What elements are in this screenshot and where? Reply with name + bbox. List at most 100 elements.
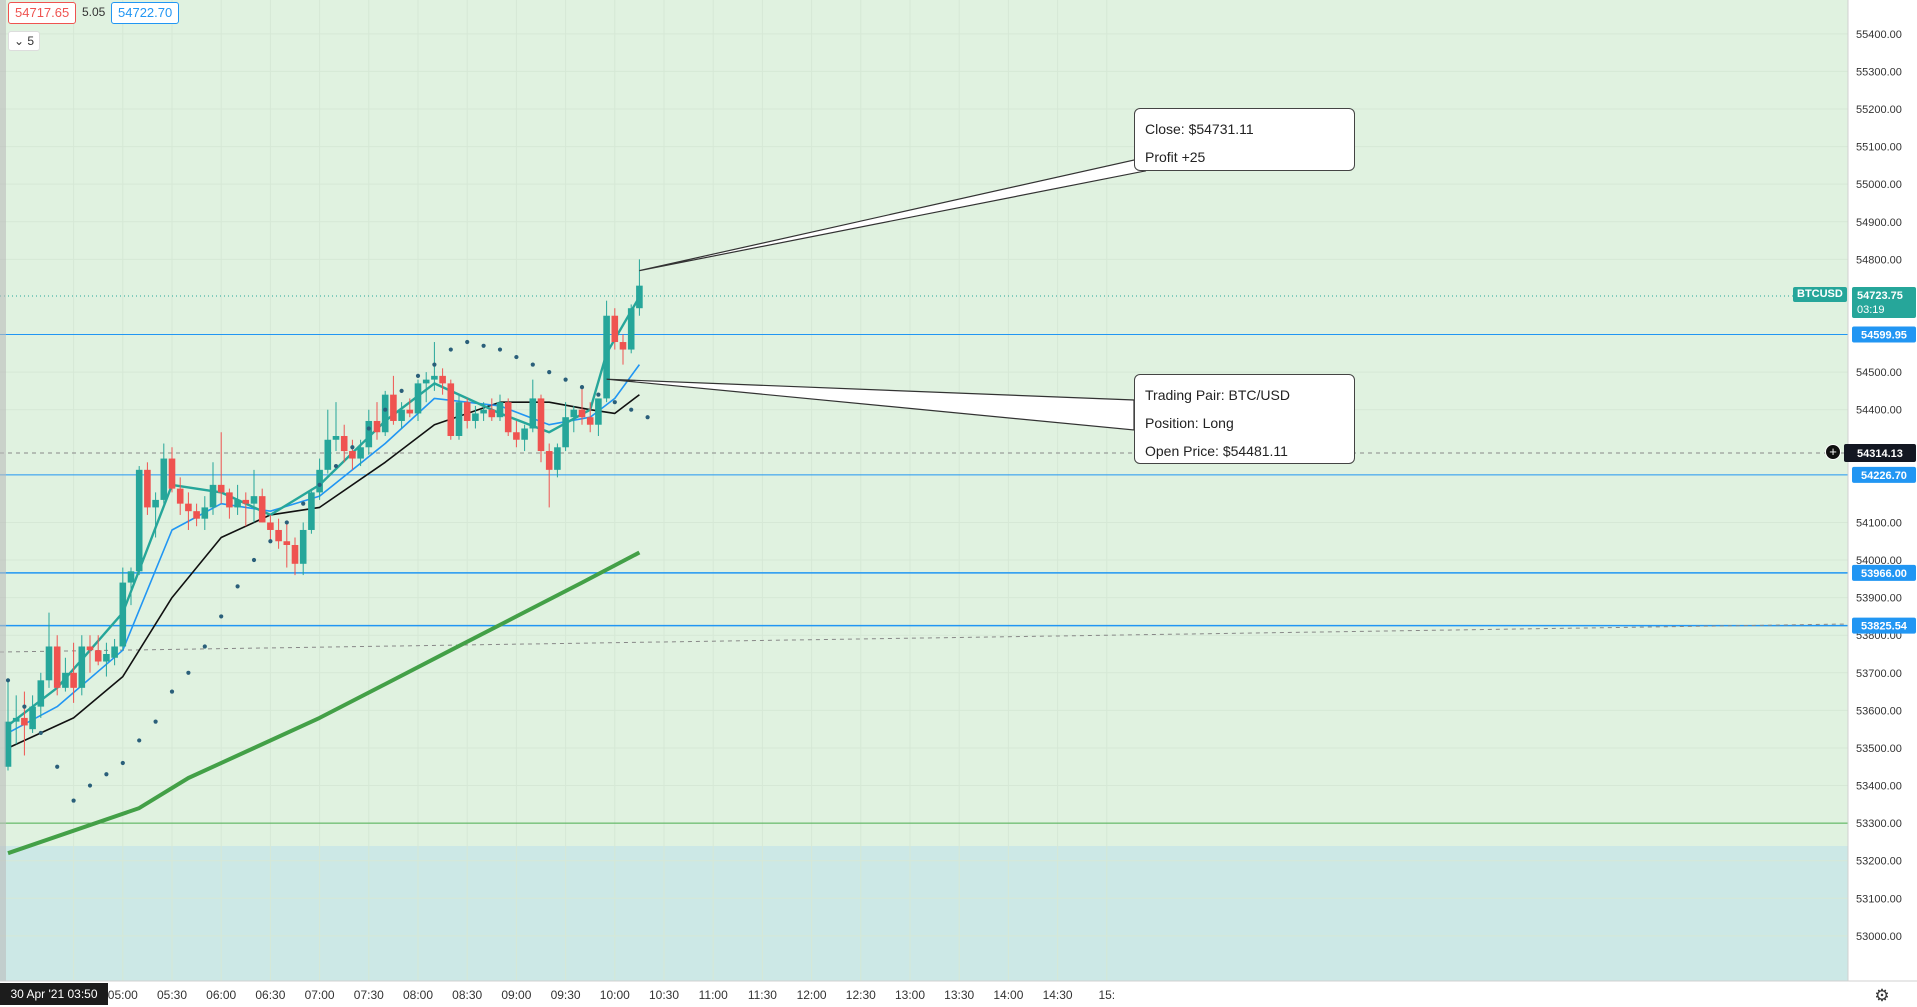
candle-body xyxy=(176,488,184,504)
level-tag-bg xyxy=(1852,564,1916,581)
bid-price-box[interactable]: 54717.65 xyxy=(8,2,77,24)
candle-body xyxy=(627,308,635,350)
candle-09:00 xyxy=(513,420,520,448)
candle-08:25 xyxy=(455,394,463,440)
candle-body xyxy=(127,571,135,583)
crosshair-price-tag: 54314.13 xyxy=(1844,444,1916,462)
time-label: 14:00 xyxy=(993,988,1023,1002)
candle-body xyxy=(504,402,512,433)
candle-body xyxy=(324,439,332,470)
price-axis[interactable] xyxy=(1848,0,1917,981)
price-label: 54800.00 xyxy=(1856,254,1902,266)
price-label: 53600.00 xyxy=(1856,705,1902,717)
candle-08:45 xyxy=(488,398,496,421)
sar-dot xyxy=(317,482,322,487)
candle-09:05 xyxy=(521,424,528,452)
sar-dot xyxy=(5,678,11,683)
sar-dot xyxy=(596,392,601,397)
candle-body xyxy=(275,529,282,542)
candle-body xyxy=(513,432,520,440)
candle-body xyxy=(537,398,545,452)
candle-body xyxy=(267,522,274,530)
sar-dot xyxy=(22,704,27,709)
sar-dot xyxy=(235,584,240,589)
parabolic-sar xyxy=(5,339,650,803)
horizontal-levels xyxy=(0,334,1848,824)
candle-body xyxy=(340,436,348,452)
crosshair-plus-icon[interactable]: + xyxy=(1825,444,1841,460)
sar-dot xyxy=(71,798,76,803)
candle-09:45 xyxy=(586,402,594,433)
price-axis-tags: 54599.95 54226.70 53966.00 53825.54 54723.75… xyxy=(1844,287,1916,634)
sar-dot xyxy=(219,614,224,619)
time-label: 08:00 xyxy=(403,988,433,1002)
candle-body xyxy=(21,717,28,726)
ask-price-box[interactable]: 54722.70 xyxy=(111,2,180,24)
time-axis[interactable] xyxy=(0,981,1917,1007)
price-label: 55000.00 xyxy=(1856,179,1902,191)
current-price-tag: 54723.75 03:19 xyxy=(1852,287,1916,318)
candle-07:05 xyxy=(324,409,332,474)
price-label: 54000.00 xyxy=(1856,555,1902,567)
sar-dot xyxy=(350,445,355,450)
interval-selector[interactable]: ⌄ 5 xyxy=(8,31,41,51)
price-label: 55100.00 xyxy=(1856,142,1902,154)
ma-slow-line xyxy=(7,394,640,749)
gridlines xyxy=(0,0,1848,981)
price-label: 55300.00 xyxy=(1856,66,1902,78)
level-tag-bg xyxy=(1852,466,1916,483)
candle-body xyxy=(332,436,340,440)
candle-10:05 xyxy=(619,334,627,365)
settings-gear-icon[interactable]: ⚙ xyxy=(1874,986,1890,1005)
candle-body xyxy=(29,706,36,730)
current-price-tag-bg xyxy=(1852,287,1916,318)
candle-body xyxy=(414,383,422,414)
crosshair-date-badge: 30 Apr '21 03:50 xyxy=(0,983,108,1005)
candle-body xyxy=(185,503,192,512)
candle-04:35 xyxy=(78,635,86,696)
candle-body xyxy=(160,458,168,500)
candle-08:30 xyxy=(463,398,471,429)
sar-dot xyxy=(55,764,60,769)
level-tag-text: 54226.70 xyxy=(1861,470,1907,482)
candle-body xyxy=(529,398,537,429)
trading-pair-text: Trading Pair: BTC/USD xyxy=(1145,387,1290,403)
candle-09:25 xyxy=(554,443,561,478)
candle-body xyxy=(144,469,151,508)
candle-04:30 xyxy=(70,642,77,703)
price-label: 53900.00 xyxy=(1856,593,1902,605)
candle-05:40 xyxy=(185,492,192,530)
candle-body xyxy=(258,496,266,523)
candle-07:50 xyxy=(398,402,405,429)
chart-background-upper xyxy=(0,0,1848,846)
candle-09:20 xyxy=(545,443,553,508)
candle-body xyxy=(463,402,471,421)
candle-10:10 xyxy=(627,304,635,354)
level-tag-text: 53966.00 xyxy=(1861,568,1907,580)
price-label: 54100.00 xyxy=(1856,517,1902,529)
candle-body xyxy=(168,458,176,489)
candle-body xyxy=(4,721,12,767)
candle-body xyxy=(37,680,45,707)
candle-08:40 xyxy=(480,402,487,421)
candle-08:20 xyxy=(447,379,455,440)
open-callout[interactable]: Trading Pair: BTC/USD Position: Long Ope… xyxy=(1134,374,1355,464)
candle-06:50 xyxy=(299,522,307,576)
close-callout[interactable]: Close: $54731.11 Profit +25 xyxy=(1134,108,1355,171)
candle-body xyxy=(381,394,389,433)
candle-09:40 xyxy=(578,387,586,425)
sar-dot xyxy=(547,370,552,375)
candle-body xyxy=(611,315,619,343)
candle-07:35 xyxy=(373,402,381,440)
candle-10:15 xyxy=(636,259,643,316)
sar-dot xyxy=(169,689,175,694)
candle-06:05 xyxy=(226,488,233,519)
candle-body xyxy=(439,375,446,384)
candle-body xyxy=(119,582,127,647)
candle-07:25 xyxy=(357,439,364,467)
sar-dot xyxy=(186,670,191,675)
time-label: 11:00 xyxy=(699,988,728,1002)
candle-09:15 xyxy=(537,394,545,463)
candles xyxy=(4,259,643,771)
